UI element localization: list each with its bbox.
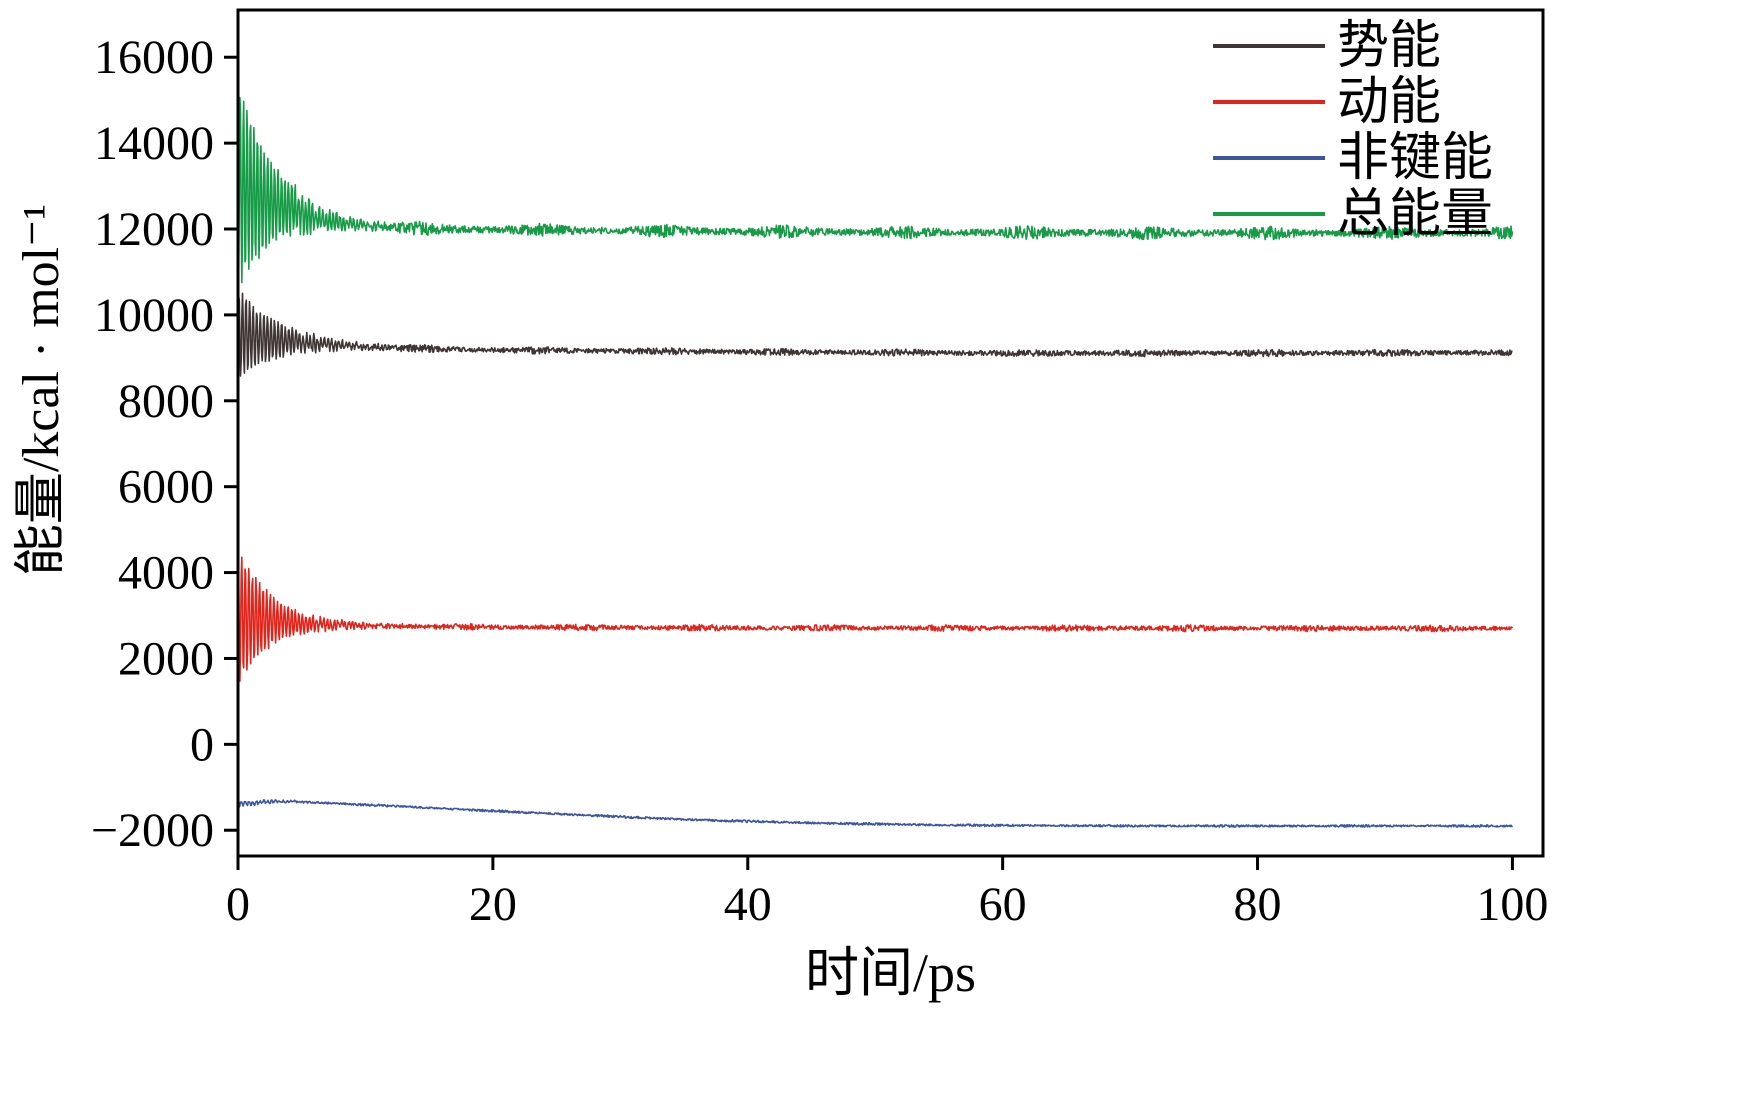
y-tick-label: 2000 — [118, 632, 214, 685]
x-tick-label: 80 — [1234, 878, 1282, 931]
legend-label-0: 势能 — [1337, 18, 1441, 75]
plot-frame — [236, 8, 1545, 858]
x-tick-label: 100 — [1476, 878, 1548, 931]
series-line-0 — [237, 292, 1513, 377]
series-line-3 — [237, 96, 1514, 285]
y-tick-label: 14000 — [94, 117, 214, 170]
series-line-1 — [237, 550, 1514, 682]
y-tick-label: 4000 — [118, 547, 214, 600]
y-tick-label: 12000 — [94, 203, 214, 256]
legend-label-1: 动能 — [1337, 74, 1441, 131]
y-tick-label: 16000 — [94, 31, 214, 84]
y-tick-label: 0 — [190, 718, 214, 771]
x-tick-label: 20 — [469, 878, 517, 931]
y-axis-title: 能量/kcal · mol⁻¹ — [13, 203, 70, 577]
y-tick-label: 8000 — [118, 375, 214, 428]
x-tick-label: 0 — [226, 878, 250, 931]
y-tick-label: −2000 — [91, 804, 214, 857]
y-tick-label: 6000 — [118, 461, 214, 514]
legend-label-3: 总能量 — [1337, 186, 1493, 243]
x-axis-title: 时间/ps — [804, 943, 977, 1003]
x-tick-label: 40 — [724, 878, 772, 931]
series-line-2 — [237, 798, 1514, 828]
legend-label-2: 非键能 — [1337, 130, 1493, 187]
y-tick-label: 10000 — [94, 289, 214, 342]
x-tick-label: 60 — [979, 878, 1027, 931]
